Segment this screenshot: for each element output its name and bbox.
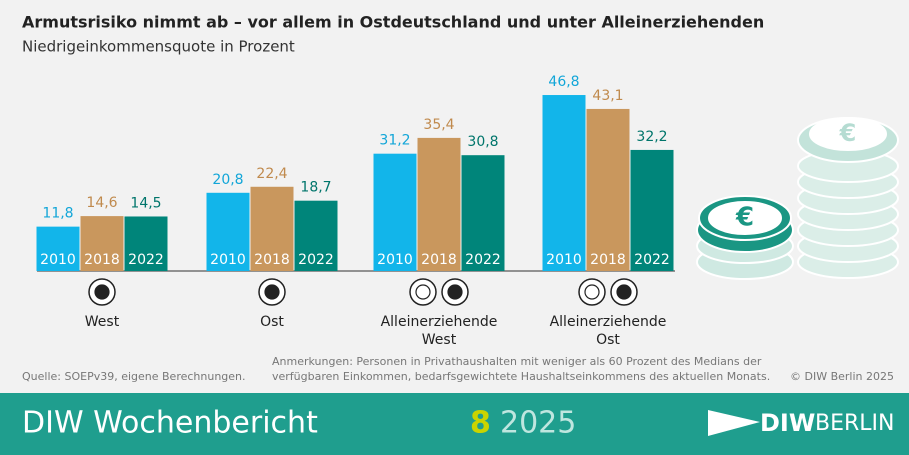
bar [417,137,461,271]
source: Quelle: SOEPv39, eigene Berechnungen. [22,370,246,383]
category-label: Alleinerziehende Ost [549,314,667,348]
category-label: West [84,314,120,330]
series-label: 2010 [210,252,246,268]
coins: € € [696,117,899,280]
series-label: 2010 [546,252,582,268]
svg-text:€: € [735,203,754,233]
category-icon-inner [94,284,110,300]
series-label: 2022 [465,252,501,268]
bar [250,186,294,271]
category-label: Alleinerziehende West [380,314,498,348]
value-label: 46,8 [548,74,579,90]
bar [206,192,250,271]
bar [36,226,80,271]
logo-left: DIW [760,409,815,437]
footer-publication: DIW Wochenbericht [22,406,318,441]
value-label: 31,2 [379,133,410,149]
bar [124,216,168,271]
value-label: 14,6 [86,195,117,211]
category-icon-inner [584,284,600,300]
series-label: 2022 [634,252,670,268]
footer-issue: 8 [470,406,491,441]
value-label: 11,8 [42,206,73,222]
bar [542,95,586,271]
series-label: 2022 [298,252,334,268]
series-label: 2018 [254,252,290,268]
footer-band [0,393,909,455]
series-label: 2022 [128,252,164,268]
bar [630,149,674,271]
series-label: 2018 [590,252,626,268]
category-label: Ost [260,314,284,330]
category-icon-inner [447,284,463,300]
bar [586,108,630,271]
logo-mark [708,410,760,436]
value-label: 30,8 [467,134,498,150]
category-icon-inner [616,284,632,300]
bar [80,216,124,271]
bar [373,153,417,271]
chart-title: Armutsrisiko nimmt ab – vor allem in Ost… [22,13,764,32]
category-icon-inner [415,284,431,300]
note: Anmerkungen: Personen in Privathaushalte… [272,355,771,383]
category-icon-inner [264,284,280,300]
copyright: © DIW Berlin 2025 [790,370,894,383]
series-label: 2010 [40,252,76,268]
logo-right: BERLIN [815,411,894,436]
value-label: 22,4 [256,166,287,182]
value-label: 20,8 [212,172,243,188]
value-label: 35,4 [423,117,454,133]
bar [294,200,338,271]
svg-text:€: € [839,119,857,147]
value-label: 14,5 [130,195,161,211]
value-label: 32,2 [636,129,667,145]
chart-subtitle: Niedrigeinkommensquote in Prozent [22,38,295,56]
series-label: 2018 [421,252,457,268]
series-label: 2010 [377,252,413,268]
footer-year: 2025 [500,406,576,441]
bar [461,155,505,271]
value-label: 43,1 [592,88,623,104]
series-label: 2018 [84,252,120,268]
value-label: 18,7 [300,180,331,196]
